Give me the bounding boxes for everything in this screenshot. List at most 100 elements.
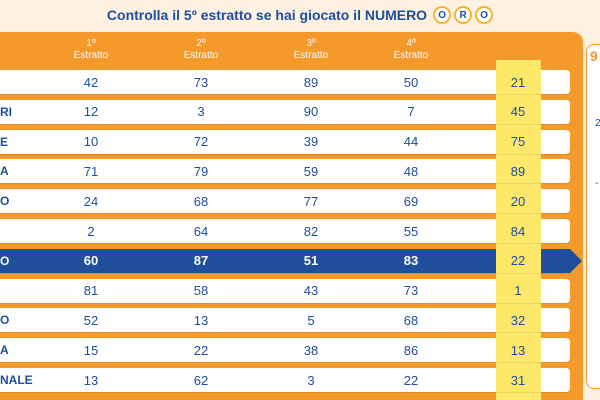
extracted-number-3: 51 — [303, 253, 319, 269]
fifth-cell-highlight — [496, 99, 541, 124]
extracted-number-5: 32 — [510, 312, 526, 328]
extracted-number-1: 13 — [83, 372, 99, 388]
extracted-number-2: 87 — [193, 253, 209, 269]
side-panel-mark-2: 2 — [595, 118, 600, 129]
extracted-number-1: 81 — [83, 283, 99, 299]
table-row: 42 73 89 50 21 — [0, 70, 570, 94]
extracted-number-2: 62 — [193, 372, 209, 388]
wheel-name: O — [0, 194, 10, 209]
extracted-number-5: 75 — [510, 134, 526, 150]
extracted-number-3: 90 — [303, 104, 319, 120]
fifth-cell-highlight — [496, 308, 541, 333]
side-panel-mark-3: - — [595, 178, 599, 189]
extracted-number-3: 89 — [303, 74, 319, 90]
extracted-number-3: 59 — [303, 163, 319, 179]
extracted-number-4: 83 — [403, 253, 419, 269]
extracted-number-3: 77 — [303, 193, 319, 209]
extracted-number-4: 44 — [403, 134, 419, 150]
extracted-number-3: 3 — [307, 372, 315, 388]
table-row: NALE 13 62 3 22 31 — [0, 368, 570, 392]
extracted-number-4: 68 — [403, 312, 419, 328]
extracted-number-1: 42 — [83, 74, 99, 90]
extracted-number-5: 1 — [514, 283, 522, 299]
extracted-number-4: 69 — [403, 193, 419, 209]
table-row: RI 12 3 90 7 45 — [0, 99, 570, 124]
extracted-number-4: 73 — [403, 283, 419, 299]
extracted-number-2: 22 — [193, 342, 209, 358]
wheel-name: RI — [0, 104, 12, 119]
extracted-number-3: 82 — [303, 223, 319, 239]
table-row: 81 58 43 73 1 — [0, 278, 570, 303]
extracted-number-3: 38 — [303, 342, 319, 358]
extracted-number-3: 43 — [303, 283, 319, 299]
extracted-number-4: 22 — [403, 372, 419, 388]
extracted-number-3: 39 — [303, 134, 319, 150]
extracted-number-4: 55 — [403, 223, 419, 239]
fifth-cell-highlight — [496, 70, 541, 94]
extracted-number-2: 68 — [193, 193, 209, 209]
column-header-2: 2º Estratto — [183, 38, 219, 61]
fifth-cell-highlight — [496, 338, 541, 363]
extracted-number-1: 10 — [83, 134, 99, 150]
extracted-number-1: 15 — [83, 342, 99, 358]
extracted-number-4: 7 — [407, 104, 415, 120]
title-text: Controlla il 5º estratto se hai giocato … — [106, 7, 428, 23]
fifth-cell-highlight — [496, 248, 541, 273]
extracted-number-2: 73 — [193, 74, 209, 90]
oro-ball-o2: O — [475, 6, 494, 24]
fifth-cell-highlight — [496, 189, 541, 214]
table-header: 1º Estratto 2º Estratto 3º Estratto 4º E… — [0, 34, 600, 100]
extracted-number-4: 50 — [403, 74, 419, 90]
extracted-number-1: 12 — [83, 104, 99, 120]
wheel-name: A — [0, 164, 9, 179]
extracted-number-5: 84 — [510, 223, 526, 239]
wheel-name: O — [0, 313, 10, 328]
table-row: A 71 79 59 48 89 — [0, 159, 570, 184]
extracted-number-2: 13 — [193, 312, 209, 328]
wheel-name: A — [0, 343, 9, 358]
extracted-number-2: 72 — [193, 134, 209, 150]
side-panel-mark: 9 — [590, 48, 598, 64]
extracted-number-5: 89 — [510, 163, 526, 179]
table-row: A 15 22 38 86 13 — [0, 338, 570, 363]
oro-logo: O R O — [433, 6, 494, 24]
extracted-number-5: 21 — [510, 74, 526, 90]
wheel-name: O — [0, 253, 10, 268]
extracted-number-5: 31 — [510, 372, 526, 388]
table-row: O 52 13 5 68 32 — [0, 308, 570, 333]
extracted-number-1: 71 — [83, 163, 99, 179]
extracted-number-4: 86 — [403, 342, 419, 358]
wheel-name: E — [0, 134, 9, 149]
extracted-number-5: 20 — [510, 193, 526, 209]
extracted-number-5: 45 — [510, 104, 526, 120]
extracted-number-5: 13 — [510, 342, 526, 358]
table-row: O 60 87 51 83 22 — [0, 248, 582, 273]
extracted-number-1: 60 — [83, 253, 99, 269]
fifth-cell-highlight — [496, 159, 541, 184]
extracted-number-3: 5 — [307, 312, 315, 328]
fifth-cell-highlight — [496, 278, 541, 303]
fifth-cell-highlight — [496, 219, 541, 243]
side-panel — [586, 44, 600, 389]
extracted-number-2: 3 — [197, 104, 205, 120]
table-row: 2 64 82 55 84 — [0, 219, 570, 243]
oro-ball-r: R — [454, 6, 473, 24]
fifth-cell-highlight — [496, 368, 541, 392]
column-header-4: 4º Estratto — [393, 38, 429, 61]
extracted-number-5: 22 — [510, 253, 526, 269]
extracted-number-1: 2 — [87, 223, 95, 239]
table-row: O 24 68 77 69 20 — [0, 189, 570, 214]
table-row: E 10 72 39 44 75 — [0, 129, 570, 154]
wheel-name: NALE — [0, 373, 33, 387]
extracted-number-1: 24 — [83, 193, 99, 209]
oro-ball-o1: O — [433, 6, 452, 24]
extracted-number-2: 79 — [193, 163, 209, 179]
page-title: Controlla il 5º estratto se hai giocato … — [0, 0, 600, 30]
extracted-number-4: 48 — [403, 163, 419, 179]
column-header-1: 1º Estratto — [73, 38, 109, 61]
extracted-number-2: 64 — [193, 223, 209, 239]
extracted-number-2: 58 — [193, 283, 209, 299]
extracted-number-1: 52 — [83, 312, 99, 328]
fifth-cell-highlight — [496, 129, 541, 154]
column-header-3: 3º Estratto — [293, 38, 329, 61]
